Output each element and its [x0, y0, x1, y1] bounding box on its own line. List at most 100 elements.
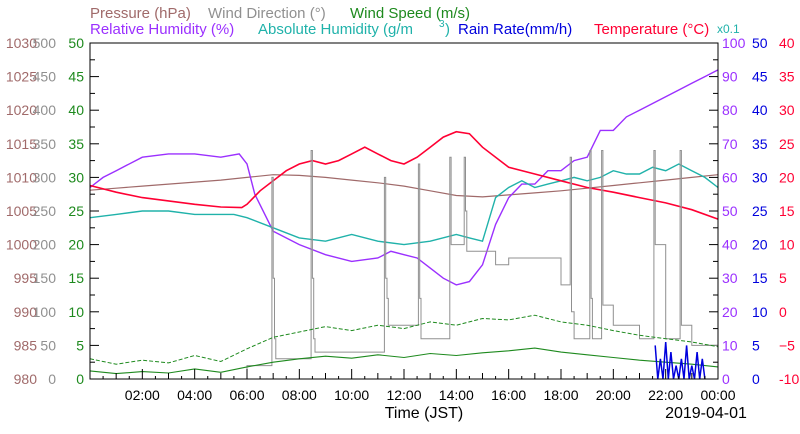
ytick-rain: 25 — [752, 203, 768, 219]
xtick-label: 16:00 — [491, 387, 526, 403]
ytick-temperature: -10 — [779, 371, 799, 387]
series-abs_humidity — [89, 163, 719, 246]
ytick-wind_speed: 50 — [68, 35, 84, 51]
ytick-wind_dir: 300 — [33, 169, 57, 185]
ytick-wind_speed: 25 — [68, 203, 84, 219]
ytick-rain: 15 — [752, 270, 768, 286]
ytick-wind_speed: 20 — [68, 237, 84, 253]
ytick-rain: 50 — [752, 35, 768, 51]
ytick-wind_dir: 150 — [33, 270, 57, 286]
ytick-rain: 35 — [752, 136, 768, 152]
ytick-wind_dir: 200 — [33, 237, 57, 253]
ytick-wind_dir: 450 — [33, 69, 57, 85]
ytick-temperature: 30 — [779, 102, 795, 118]
xtick-label: 02:00 — [125, 387, 160, 403]
ytick-temperature: 35 — [779, 69, 795, 85]
xtick-label: 20:00 — [596, 387, 631, 403]
xtick-label: 14:00 — [439, 387, 474, 403]
axis-ticks: 9809859909951000100510101015102010251030… — [6, 35, 800, 387]
ytick-humidity: 100 — [722, 35, 746, 51]
legend: Pressure (hPa) Wind Direction (°) Wind Spe… — [90, 5, 740, 38]
xtick-label: 06:00 — [229, 387, 264, 403]
ytick-pressure: 1025 — [6, 69, 37, 85]
series-humidity — [89, 69, 719, 286]
ytick-pressure: 995 — [14, 270, 38, 286]
ytick-wind_speed: 35 — [68, 136, 84, 152]
ytick-wind_dir: 0 — [48, 371, 56, 387]
ytick-wind_dir: 100 — [33, 304, 57, 320]
xtick-label: 04:00 — [177, 387, 212, 403]
ytick-wind_speed: 0 — [76, 371, 84, 387]
ytick-pressure: 985 — [14, 337, 38, 353]
ytick-pressure: 1030 — [6, 35, 37, 51]
ytick-wind_dir: 500 — [33, 35, 57, 51]
ytick-temperature: 40 — [779, 35, 795, 51]
ytick-rain: 5 — [752, 337, 760, 353]
date-label: 2019-04-01 — [665, 405, 747, 422]
ytick-wind_speed: 30 — [68, 169, 84, 185]
ytick-pressure: 1015 — [6, 136, 37, 152]
x-axis: 02:00 04:00 06:00 08:00 10:00 12:00 14:00 16:00… — [89, 369, 736, 403]
ytick-pressure: 1000 — [6, 237, 37, 253]
ytick-pressure: 1020 — [6, 102, 37, 118]
ytick-temperature: 5 — [779, 270, 787, 286]
x-axis-label: Time (JST) — [385, 405, 464, 422]
ytick-wind_dir: 400 — [33, 102, 57, 118]
ytick-humidity: 0 — [722, 371, 730, 387]
legend-item-abs_humidity-6: x0.1 — [717, 22, 740, 36]
ytick-wind_dir: 250 — [33, 203, 57, 219]
series-wind_speed — [89, 314, 719, 365]
legend-item-pressure: Pressure (hPa) — [90, 5, 191, 22]
ytick-wind_dir: 50 — [40, 337, 56, 353]
series-wind_dir — [90, 150, 718, 380]
ytick-wind_speed: 5 — [76, 337, 84, 353]
ytick-humidity: 60 — [722, 169, 738, 185]
ytick-temperature: 10 — [779, 237, 795, 253]
series-lines — [89, 69, 719, 380]
ytick-rain: 20 — [752, 237, 768, 253]
legend-item-temperature-5: Temperature (°C) — [594, 21, 709, 38]
ytick-temperature: 15 — [779, 203, 795, 219]
xtick-label: 12:00 — [386, 387, 421, 403]
ytick-wind_speed: 40 — [68, 102, 84, 118]
ytick-temperature: 20 — [779, 169, 795, 185]
ytick-temperature: 0 — [779, 304, 787, 320]
ytick-humidity: 80 — [722, 102, 738, 118]
ytick-wind_speed: 10 — [68, 304, 84, 320]
ytick-humidity: 20 — [722, 304, 738, 320]
legend-item-wind_dir: Wind Direction (°) — [208, 5, 326, 22]
ytick-pressure: 1010 — [6, 169, 37, 185]
ytick-pressure: 1005 — [6, 203, 37, 219]
ytick-wind_speed: 15 — [68, 270, 84, 286]
ytick-humidity: 40 — [722, 237, 738, 253]
ytick-rain: 30 — [752, 169, 768, 185]
legend-item-humidity-0: Relative Humidity (%) — [90, 21, 234, 38]
xtick-label: 00:00 — [700, 387, 735, 403]
xtick-label: 18:00 — [543, 387, 578, 403]
ytick-rain: 10 — [752, 304, 768, 320]
legend-item-abs_humidity-1: Absolute Humidity (g/m — [258, 21, 413, 38]
series-temperature — [89, 130, 719, 220]
xtick-label: 08:00 — [282, 387, 317, 403]
ytick-pressure: 980 — [14, 371, 38, 387]
ytick-humidity: 50 — [722, 203, 738, 219]
series-wind_speed — [89, 347, 719, 375]
series-pressure — [89, 174, 719, 198]
ytick-rain: 40 — [752, 102, 768, 118]
legend-item-abs_humidity-3: ) — [445, 21, 450, 38]
ytick-humidity: 70 — [722, 136, 738, 152]
ytick-temperature: 25 — [779, 136, 795, 152]
ytick-humidity: 90 — [722, 69, 738, 85]
ytick-rain: 45 — [752, 69, 768, 85]
xtick-label: 22:00 — [648, 387, 683, 403]
legend-item-rain-4: Rain Rate(mm/h) — [458, 21, 572, 38]
series-rain — [654, 341, 706, 380]
legend-item-wind_speed: Wind Speed (m/s) — [350, 5, 470, 22]
ytick-wind_speed: 45 — [68, 69, 84, 85]
ytick-pressure: 990 — [14, 304, 38, 320]
xtick-label: 10:00 — [334, 387, 369, 403]
legend-item-abs_humidity-2: 3 — [439, 19, 445, 30]
ytick-temperature: −5 — [779, 337, 795, 353]
ytick-humidity: 30 — [722, 270, 738, 286]
